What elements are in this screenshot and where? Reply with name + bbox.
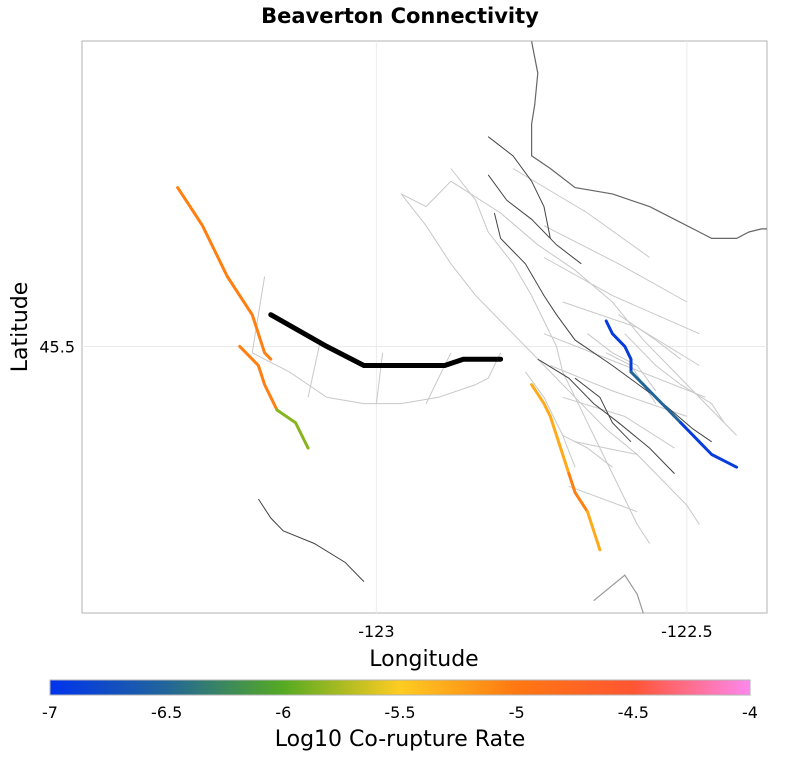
coastline [530,41,767,239]
gridlines [82,41,767,613]
grid-fault-trace [512,168,650,258]
grid-fault-trace [568,485,638,513]
y-axis-label: Latitude [8,282,33,373]
colorbar-tick-label: -4 [742,703,758,722]
chart-title: Beaverton Connectivity [261,4,539,28]
colorbar-tick-label: -5 [509,703,525,722]
target-fault-section [268,312,504,368]
fault-section [679,421,739,469]
fault-section [629,370,683,425]
grid-fault-trace [550,365,688,417]
grid-faults [251,168,737,544]
background-fault-trace [537,358,675,474]
colorbar-bar [49,679,751,696]
y-tick-label: 45.5 [39,337,75,356]
grid-fault-trace [400,193,700,525]
y-axis-ticks: 45.5 [39,337,75,356]
grid-fault-trace [251,352,476,405]
colorbar: -7 -6.5 -6 -5.5 -5 -4.5 -4 Log10 Co-rupt… [42,679,758,752]
colorbar-tick-label: -4.5 [618,703,649,722]
fault-section [275,408,310,450]
coastline-south [593,574,644,614]
plot-area [81,40,768,614]
grid-fault-trace [543,257,700,335]
x-tick-label: -122.5 [661,622,713,641]
grid-fault-trace [587,333,657,392]
background-fault-trace [493,212,712,443]
background-fault-trace [487,174,582,265]
map-layer [176,41,767,614]
background-fault-trace [574,377,632,443]
colorbar-tick-label: -7 [42,703,58,722]
colorbar-ticks: -7 -6.5 -6 -5.5 -5 -4.5 -4 [42,703,758,722]
grid-fault-trace [400,180,452,208]
colorbar-label: Log10 Co-rupture Rate [275,727,526,752]
colorbar-tick-label: -5.5 [384,703,415,722]
colorbar-tick-label: -6 [275,703,291,722]
fault-sections [176,186,739,552]
fault-section [530,383,571,476]
grid-fault-trace [543,225,688,303]
background-faults [257,136,712,582]
x-axis-label: Longitude [369,647,478,672]
fault-section [238,344,279,412]
grid-fault-trace [624,333,725,423]
grid-fault-trace [562,396,675,449]
x-tick-label: -123 [358,622,394,641]
grid-fault-trace [375,352,384,404]
background-fault-trace [257,498,365,582]
background-fault-trace [487,136,551,239]
grid-fault-trace [450,168,651,544]
fault-section [567,472,589,514]
grid-fault-trace [307,339,321,398]
grid-fault-trace [251,276,266,353]
grid-fault-trace [618,314,682,360]
fault-section [586,510,602,552]
grid-fault-trace [425,352,452,404]
grid-fault-trace [524,371,576,468]
grid-fault-trace [574,441,638,455]
fault-section [604,319,633,374]
colorbar-tick-label: -6.5 [151,703,182,722]
x-axis-ticks: -123 -122.5 [358,622,712,641]
grid-fault-trace [450,180,737,436]
fault-section [176,186,273,361]
grid-fault-trace [543,333,706,398]
grid-fault-trace [562,434,613,468]
